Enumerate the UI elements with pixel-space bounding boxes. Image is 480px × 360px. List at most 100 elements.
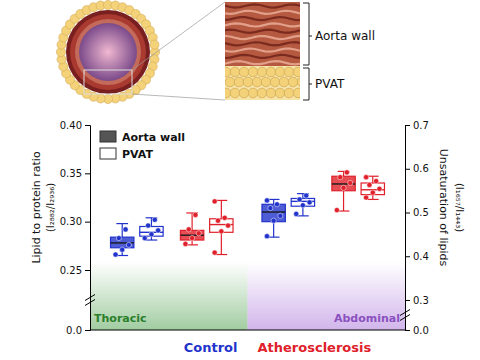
wall-fibre [225,61,300,64]
zoom-line [132,2,225,70]
y2-axis-title: Unsaturation of lipids [437,149,450,267]
y2-tick: 0.6 [405,163,429,174]
data-point [215,218,220,223]
whisker [343,171,344,176]
fat-cell [150,40,159,49]
data-point [334,207,339,212]
data-point [377,186,382,191]
whisker-cap [297,215,309,216]
whisker [151,218,152,227]
wall-fibre [225,11,300,14]
whisker [343,191,344,211]
group-label: Control [184,340,238,355]
bracket [303,68,312,100]
axis-break [400,315,410,321]
wall-layer [225,2,300,66]
data-point [338,175,343,180]
box-group [180,212,203,246]
box-group [262,198,285,239]
group-label: Atherosclerosis [258,340,372,355]
fat-cell [275,88,285,98]
data-point [126,242,131,247]
aorta-ring [70,14,146,90]
axis-break [85,295,95,301]
whisker-cap [215,254,227,255]
region-shade [248,262,406,330]
data-point [116,236,121,241]
y2-tick-mark [405,213,410,214]
y-axis: 0.00.250.300.350.40 [60,120,91,336]
legend-item: PVAT [100,148,153,161]
y2-tick-mark [405,256,410,257]
y-axis-title: Lipid to protein ratio [30,151,43,263]
y2-tick-mark [405,330,410,331]
y2-axis-line [406,126,411,331]
region-label: Abdominal [334,312,400,325]
wall-fibre [225,49,300,52]
zoom-panel [225,2,300,100]
wall-fibre [225,17,300,20]
y-tick-mark [85,173,90,174]
y-tick-mark [85,270,90,271]
y-tick: 0.35 [60,168,90,179]
data-point [344,170,349,175]
y2-tick-mark [405,300,410,301]
fat-cell [261,77,271,87]
zoom-line [132,94,225,100]
chart-container: Aorta wallPVAT0.00.250.300.350.400.00.30… [0,0,480,360]
fat-cell [257,88,267,98]
x-axis-line [90,330,405,331]
wall-fibre [225,23,300,26]
data-point [146,223,151,228]
data-point [300,203,305,208]
y-tick-label: 0.30 [60,216,82,227]
box-group [291,193,314,217]
y2-tick-label: 0.6 [413,163,429,174]
data-point [364,175,369,180]
region-shade [90,262,248,330]
data-point [307,200,312,205]
y2-tick: 0.7 [405,120,429,131]
data-point [294,211,299,216]
box-group [332,170,355,213]
lumen [79,23,137,81]
whisker [372,176,373,183]
y-tick-label: 0.35 [60,168,82,179]
y-tick: 0.40 [60,120,90,131]
y-axis-subtitle: (I₂₈₈₂/I₂₉₃₆) [45,183,56,232]
y2-tick-mark [405,125,410,126]
data-point [190,236,195,241]
y2-tick-label: 0.3 [413,295,429,306]
legend-item: Aorta wall [100,131,185,144]
data-point [219,229,224,234]
whisker [302,194,303,199]
data-point [370,190,375,195]
fat-cell [234,77,244,87]
fat-cell [225,77,235,87]
aorta-ring [75,19,141,85]
zoom-box [84,70,132,94]
box [361,183,384,195]
data-point [271,218,276,223]
data-point [268,206,273,211]
data-point [278,213,283,218]
whisker [273,222,274,237]
y-tick: 0.0 [66,325,90,336]
box-group [111,224,134,258]
illustration-label: Aorta wall [315,29,375,43]
fat-cell [230,88,240,98]
data-point [152,217,157,222]
fat-cell [284,88,294,98]
data-point [264,198,269,203]
data-point [367,182,372,187]
y-tick: 0.30 [60,216,90,227]
fat-cell [252,77,262,87]
data-point [113,252,118,257]
whisker-cap [146,239,158,240]
y2-axis: 0.00.30.40.50.60.7 [405,120,429,336]
y2-tick-mark [405,169,410,170]
legend-swatch [100,148,116,159]
data-point [341,185,346,190]
plot-area [90,170,405,330]
data-point [212,199,217,204]
